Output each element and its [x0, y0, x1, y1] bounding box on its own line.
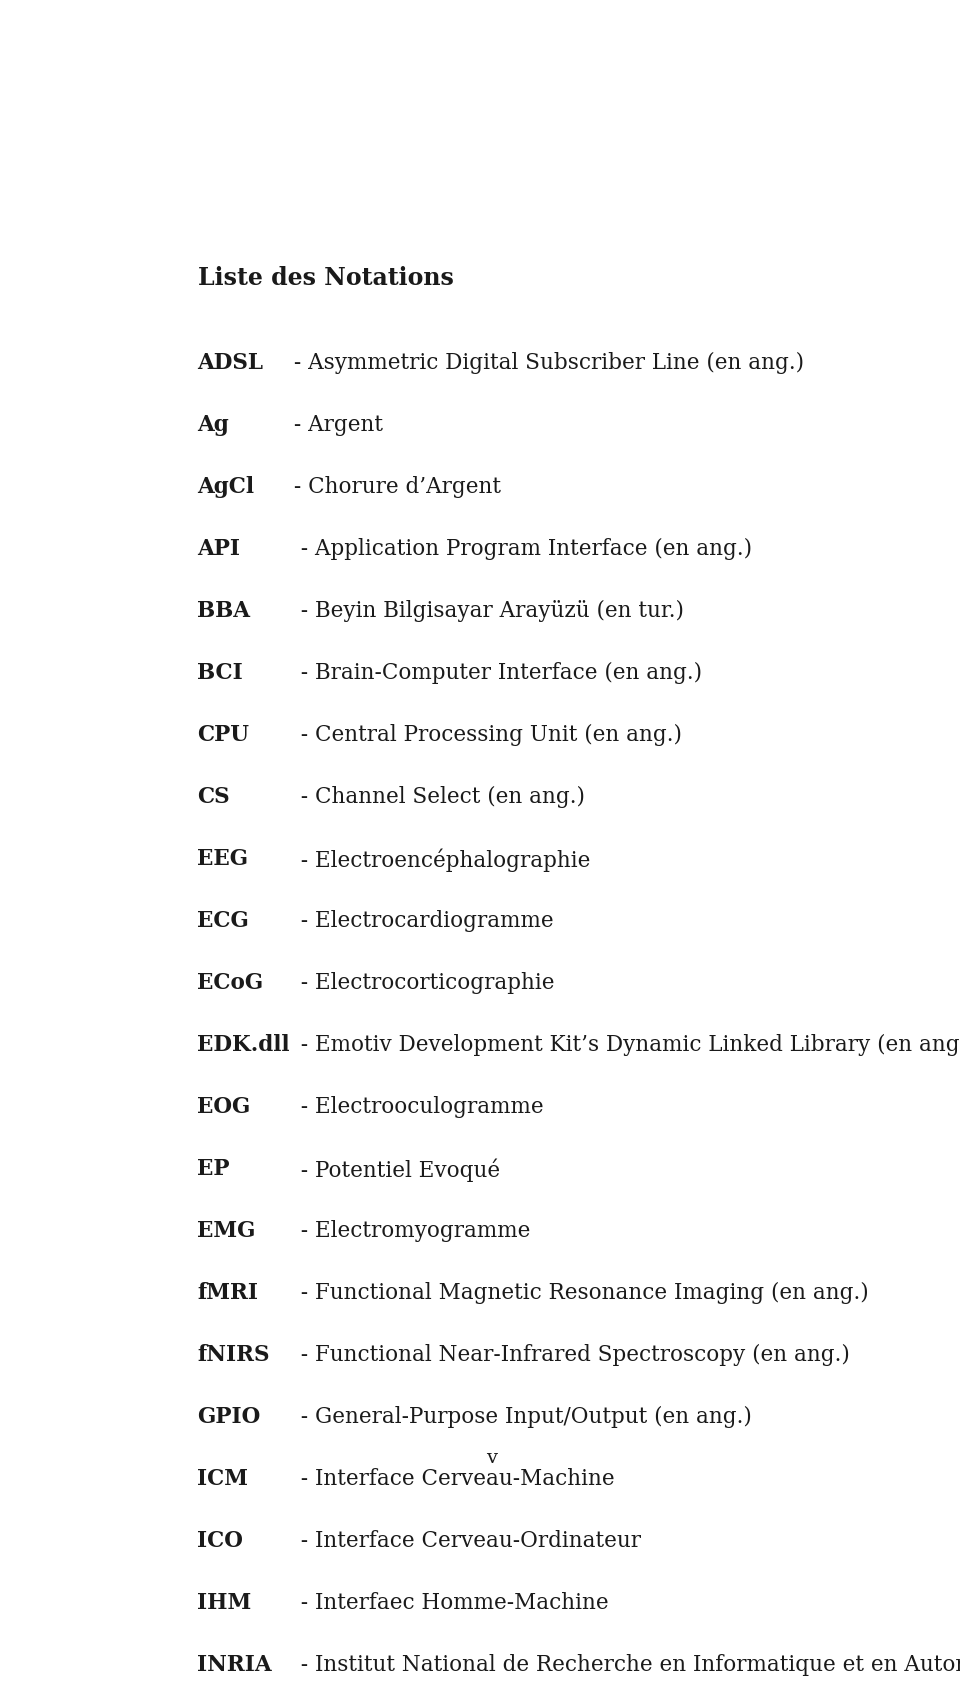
Text: - Electroencéphalographie: - Electroencéphalographie — [287, 849, 590, 872]
Text: ADSL: ADSL — [198, 352, 263, 374]
Text: BCI: BCI — [198, 662, 243, 684]
Text: CS: CS — [198, 786, 230, 808]
Text: - Institut National de Recherche en Informatique et en Automatique: - Institut National de Recherche en Info… — [287, 1654, 960, 1676]
Text: - Interfaec Homme-Machine: - Interfaec Homme-Machine — [287, 1593, 609, 1615]
Text: Liste des Notations: Liste des Notations — [198, 266, 453, 290]
Text: AgCl: AgCl — [198, 477, 254, 498]
Text: - Electromyogramme: - Electromyogramme — [287, 1221, 530, 1243]
Text: - Asymmetric Digital Subscriber Line (en ang.): - Asymmetric Digital Subscriber Line (en… — [287, 352, 804, 374]
Text: - Electrocardiogramme: - Electrocardiogramme — [287, 909, 554, 931]
Text: - Functional Magnetic Resonance Imaging (en ang.): - Functional Magnetic Resonance Imaging … — [287, 1282, 869, 1305]
Text: fMRI: fMRI — [198, 1282, 258, 1303]
Text: - Central Processing Unit (en ang.): - Central Processing Unit (en ang.) — [287, 724, 682, 746]
Text: - Argent: - Argent — [287, 414, 383, 436]
Text: - Beyin Bilgisayar Arayüzü (en tur.): - Beyin Bilgisayar Arayüzü (en tur.) — [287, 600, 684, 621]
Text: GPIO: GPIO — [198, 1406, 261, 1428]
Text: - General-Purpose Input/Output (en ang.): - General-Purpose Input/Output (en ang.) — [287, 1406, 752, 1428]
Text: ICM: ICM — [198, 1468, 249, 1490]
Text: EDK.dll: EDK.dll — [198, 1034, 290, 1056]
Text: IHM: IHM — [198, 1593, 252, 1615]
Text: INRIA: INRIA — [198, 1654, 272, 1676]
Text: EMG: EMG — [198, 1221, 256, 1243]
Text: - Brain-Computer Interface (en ang.): - Brain-Computer Interface (en ang.) — [287, 662, 702, 684]
Text: - Potentiel Evoqué: - Potentiel Evoqué — [287, 1159, 500, 1182]
Text: - Channel Select (en ang.): - Channel Select (en ang.) — [287, 786, 585, 808]
Text: CPU: CPU — [198, 724, 250, 746]
Text: - Electrocorticographie: - Electrocorticographie — [287, 972, 554, 994]
Text: BBA: BBA — [198, 600, 251, 621]
Text: - Electrooculogramme: - Electrooculogramme — [287, 1096, 543, 1118]
Text: - Emotiv Development Kit’s Dynamic Linked Library (en ang.): - Emotiv Development Kit’s Dynamic Linke… — [287, 1034, 960, 1056]
Text: fNIRS: fNIRS — [198, 1344, 270, 1366]
Text: - Chorure d’Argent: - Chorure d’Argent — [287, 477, 501, 498]
Text: ECG: ECG — [198, 909, 250, 931]
Text: API: API — [198, 537, 241, 559]
Text: v: v — [487, 1448, 497, 1467]
Text: EEG: EEG — [198, 849, 249, 871]
Text: ECoG: ECoG — [198, 972, 264, 994]
Text: EP: EP — [198, 1159, 230, 1180]
Text: Ag: Ag — [198, 414, 229, 436]
Text: - Application Program Interface (en ang.): - Application Program Interface (en ang.… — [287, 537, 752, 561]
Text: - Interface Cerveau-Machine: - Interface Cerveau-Machine — [287, 1468, 614, 1490]
Text: - Interface Cerveau-Ordinateur: - Interface Cerveau-Ordinateur — [287, 1531, 641, 1553]
Text: ICO: ICO — [198, 1531, 244, 1553]
Text: EOG: EOG — [198, 1096, 251, 1118]
Text: - Functional Near-Infrared Spectroscopy (en ang.): - Functional Near-Infrared Spectroscopy … — [287, 1344, 850, 1366]
